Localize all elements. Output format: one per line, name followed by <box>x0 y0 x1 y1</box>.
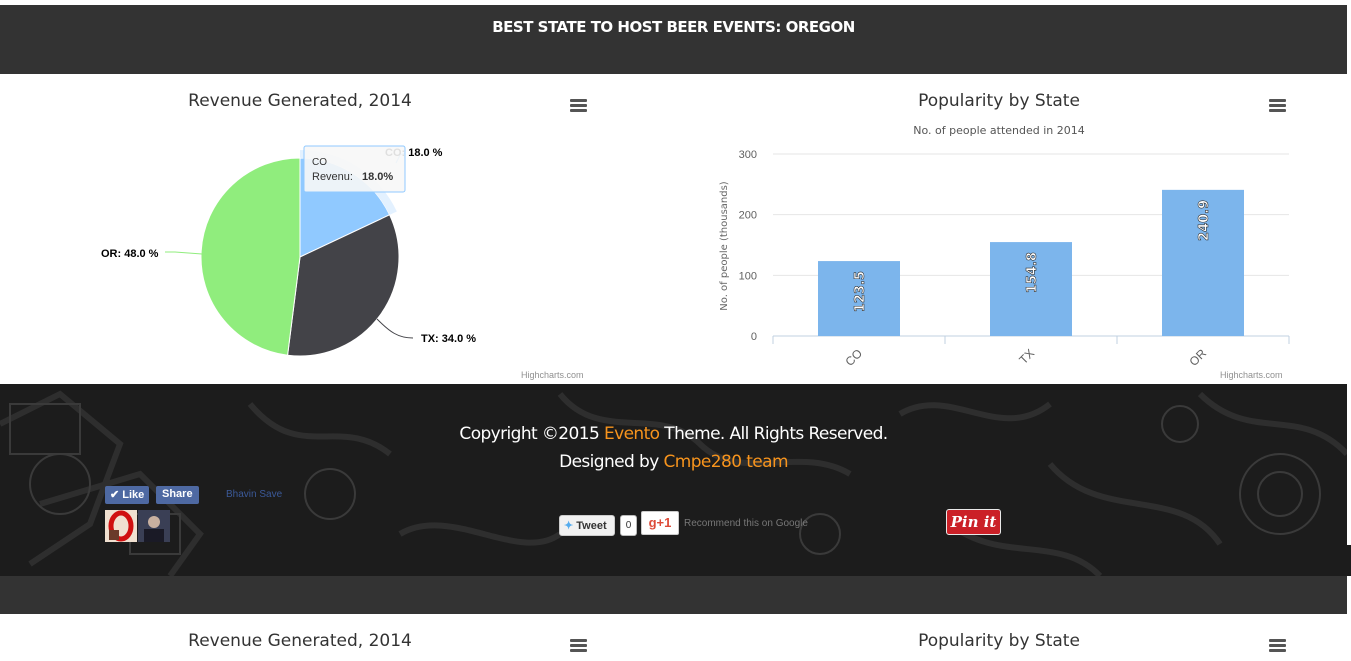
bar-or[interactable] <box>1162 189 1244 336</box>
footer-background-pattern <box>0 390 1347 576</box>
bar-chart: 0 100 200 300 123.5 154.8 240.9 CO TX OR No. of… <box>719 149 1290 369</box>
chart-section-repeat: Revenue Generated, 2014 Popularity by St… <box>0 614 1347 661</box>
bar-x-category-label: CO <box>842 346 865 369</box>
google-plus-text: Recommend this on Google <box>684 518 808 529</box>
section-band <box>0 576 1347 614</box>
google-plus-button[interactable]: g+1 <box>641 511 679 535</box>
bar-tx[interactable] <box>990 242 1072 336</box>
bar-y-tick-label: 300 <box>739 149 757 161</box>
copyright-suffix: Theme. All Rights Reserved. <box>659 424 888 444</box>
bar-chart-menu-icon[interactable] <box>1269 99 1286 112</box>
avatar[interactable] <box>138 510 170 542</box>
tweet-button[interactable]: ✦ Tweet <box>559 515 615 536</box>
facebook-share-button[interactable]: Share <box>156 486 199 504</box>
copyright-prefix: Copyright ©2015 <box>459 424 604 444</box>
twitter-bird-icon: ✦ <box>564 520 574 532</box>
pie-chart-credits[interactable]: Highcharts.com <box>521 370 584 380</box>
bar-chart-ylabel: No. of people (thousands) <box>719 181 730 311</box>
pinterest-pin-button[interactable]: Pin it <box>946 509 1001 535</box>
bar-y-tick-label: 200 <box>739 210 757 222</box>
chart-section: Revenue Generated, 2014 CO: 18.0 % TX: 3… <box>0 74 1347 384</box>
avatar[interactable] <box>105 510 137 542</box>
bar-chart-menu-icon-repeat[interactable] <box>1269 639 1286 652</box>
tooltip-series: Revenu: <box>312 171 353 183</box>
pie-leader-or <box>165 251 203 255</box>
facebook-like-button[interactable]: ✔ Like <box>105 486 150 504</box>
pie-chart-title: Revenue Generated, 2014 <box>188 91 412 111</box>
header-bar: BEST STATE TO HOST BEER EVENTS: OREGON <box>0 5 1347 74</box>
bar-chart-credits[interactable]: Highcharts.com <box>1220 370 1283 380</box>
pie-chart-title-repeat: Revenue Generated, 2014 <box>188 631 412 651</box>
bar-y-tick-label: 100 <box>739 270 757 282</box>
bar-value-label: 154.8 <box>1025 252 1040 293</box>
brand-link[interactable]: Evento <box>603 424 660 444</box>
footer: Copyright ©2015 Evento Theme. All Rights… <box>0 384 1347 576</box>
bar-co[interactable] <box>818 261 900 336</box>
bar-value-label: 240.9 <box>1197 200 1212 241</box>
designed-by-line: Designed by Cmpe280 team <box>0 452 1347 472</box>
check-icon: ✔ <box>110 489 120 501</box>
pie-chart-menu-icon-repeat[interactable] <box>570 639 587 652</box>
bar-value-label: 123.5 <box>853 271 868 312</box>
designed-prefix: Designed by <box>559 452 664 472</box>
bar-chart-subtitle: No. of people attended in 2014 <box>913 124 1085 137</box>
copyright-line: Copyright ©2015 Evento Theme. All Rights… <box>0 424 1347 444</box>
bar-chart-title-repeat: Popularity by State <box>918 631 1080 651</box>
right-edge-strip <box>1347 545 1351 576</box>
like-label: Like <box>122 489 145 501</box>
pie-slice-tx[interactable] <box>287 214 400 357</box>
pie-chart: CO: 18.0 % TX: 34.0 % OR: 48.0 % CO Reve… <box>101 145 476 357</box>
pie-label-or: OR: 48.0 % <box>101 248 159 260</box>
tooltip-value: 18.0% <box>362 171 393 183</box>
pie-tooltip: CO Revenu: 18.0% <box>303 145 406 193</box>
tweet-label: Tweet <box>576 520 607 532</box>
top-strip <box>0 0 1351 5</box>
bar-y-tick-label: 0 <box>751 331 757 343</box>
team-link[interactable]: Cmpe280 team <box>663 452 788 472</box>
facebook-user-name[interactable]: Bhavin Save <box>226 489 283 500</box>
pie-leader-tx <box>376 318 414 339</box>
pie-slice-or[interactable] <box>200 157 301 356</box>
pie-chart-menu-icon[interactable] <box>570 99 587 112</box>
bar-x-category-label: OR <box>1186 346 1209 369</box>
bar-x-category-label: TX <box>1016 346 1037 367</box>
tweet-count: 0 <box>620 515 637 536</box>
pie-label-tx: TX: 34.0 % <box>421 333 476 345</box>
tooltip-category: CO <box>312 157 327 168</box>
bar-chart-title: Popularity by State <box>918 91 1080 111</box>
page-title: BEST STATE TO HOST BEER EVENTS: OREGON <box>492 18 855 36</box>
